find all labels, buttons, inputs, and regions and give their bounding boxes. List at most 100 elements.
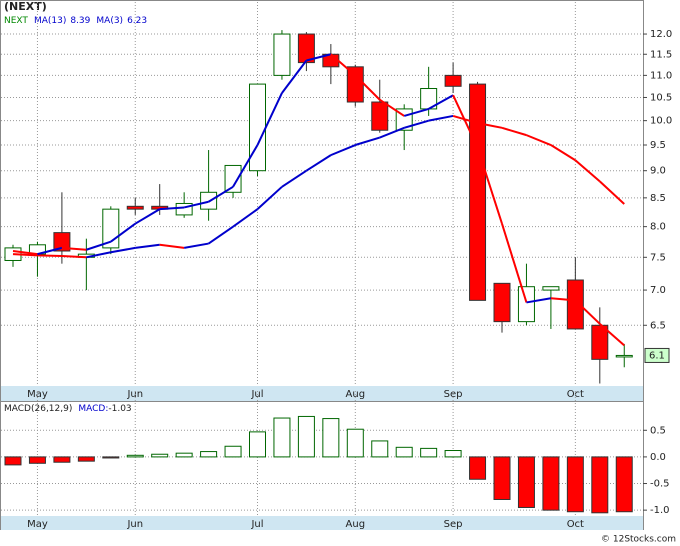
ma-line-segment: [281, 59, 308, 94]
ma-line-segment: [159, 206, 185, 211]
y-tick-label: 9.5: [650, 140, 666, 151]
macd-bar: [420, 447, 438, 458]
ma-line-segment: [355, 136, 381, 146]
y-tick-label: 10.0: [650, 116, 672, 127]
ma-line-segment: [305, 154, 332, 172]
y-tick-label: 0.5: [650, 425, 666, 436]
y-tick-label: 6.5: [650, 320, 666, 331]
macd-bar: [517, 456, 535, 508]
candle-body: [297, 33, 315, 64]
y-tick-label: 8.5: [650, 193, 666, 204]
candle-body: [542, 286, 560, 291]
candle-body: [126, 205, 144, 210]
y-tick-label: -1.0: [650, 505, 670, 516]
candle-body: [249, 83, 266, 172]
macd-bar: [566, 456, 584, 513]
y-tick-label: 11.5: [650, 49, 672, 60]
legend: NEXT MA(13) 8.39 MA(3) 6.23: [4, 16, 147, 26]
macd-bar: [77, 456, 95, 462]
macd-legend: MACD(26,12,9) MACD:-1.03: [4, 404, 132, 414]
ma-line-segment: [477, 122, 503, 129]
last-price-box: [644, 347, 670, 363]
ma-line-segment: [428, 94, 454, 110]
macd-bar: [102, 456, 120, 459]
macd-bar: [615, 456, 633, 513]
ma-line-segment: [281, 169, 307, 188]
x-tick-label: May: [27, 519, 48, 530]
y-tick-label: 8.0: [650, 222, 666, 233]
ma-line-segment: [526, 297, 552, 304]
y-tick-label: 11.0: [650, 70, 672, 81]
macd-bar: [151, 453, 169, 458]
ma-line-segment: [134, 208, 161, 225]
price-x-axis: [1, 386, 643, 401]
macd-bar: [591, 456, 609, 514]
ma-line-segment: [208, 225, 234, 245]
ma-line-segment: [86, 240, 112, 251]
ma-line-segment: [110, 246, 136, 254]
macd-bar: [444, 450, 462, 458]
ma-line-segment: [428, 114, 454, 122]
ma-line-segment: [550, 297, 576, 302]
macd-bar: [175, 452, 193, 458]
ma-line-segment: [12, 250, 38, 256]
macd-panel: [0, 401, 644, 530]
x-tick-label: Jun: [126, 519, 143, 530]
ma-line-segment: [183, 200, 209, 209]
macd-bar: [126, 454, 144, 458]
ma-line-segment: [599, 180, 625, 205]
macd-bar: [371, 440, 389, 458]
candle-body: [371, 101, 389, 131]
candle-body: [493, 282, 511, 323]
ma-line-segment: [501, 126, 527, 137]
ma-line-segment: [256, 186, 283, 210]
macd-bar: [322, 418, 340, 458]
candle-body: [175, 202, 193, 216]
candle-body: [273, 33, 291, 76]
ma-line-segment: [403, 107, 429, 117]
ma-line-segment: [379, 126, 405, 139]
ma-line-segment: [232, 208, 259, 228]
y-tick-label: 0.0: [650, 452, 666, 463]
x-tick-label: Oct: [567, 519, 584, 530]
ma-line-segment: [403, 119, 429, 129]
macd-bar: [297, 415, 315, 458]
ma-line-segment: [599, 323, 625, 347]
candle-body: [346, 66, 364, 103]
ma-line-segment: [37, 246, 63, 256]
ma-line-segment: [330, 53, 356, 77]
macd-bar: [542, 456, 560, 511]
ma-line-segment: [550, 144, 576, 162]
ma-line-segment: [110, 222, 136, 243]
y-tick-label: -0.5: [650, 479, 670, 490]
ma-line-segment: [574, 299, 601, 325]
candle-body: [591, 324, 609, 360]
macd-x-axis: [1, 516, 643, 530]
macd-bar: [273, 417, 291, 458]
ma-line-segment: [452, 94, 479, 148]
ma-line-segment: [354, 74, 381, 101]
ma-line-segment: [476, 147, 503, 224]
ma-line-segment: [159, 243, 185, 249]
y-tick-label: 7.5: [650, 252, 666, 263]
footer: © 12Stocks.com: [601, 535, 676, 545]
candle-body: [224, 164, 242, 193]
candle-body: [566, 279, 584, 330]
ma-line-segment: [12, 253, 38, 257]
ma-line-segment: [232, 144, 259, 188]
macd-bar: [493, 456, 511, 500]
macd-bar: [249, 431, 266, 458]
ma-line-segment: [183, 242, 209, 249]
chart-title: (NEXT): [4, 0, 47, 13]
ma-line-segment: [256, 92, 283, 146]
y-tick-label: 7.0: [650, 285, 666, 296]
ma-line-segment: [379, 98, 405, 117]
macd-bar: [224, 445, 242, 458]
x-tick-label: Sep: [444, 519, 463, 530]
ma-line-segment: [135, 243, 160, 249]
ma-line-segment: [208, 185, 234, 203]
ma-line-segment: [86, 251, 112, 259]
macd-bar: [346, 428, 364, 458]
candle-body: [517, 286, 535, 323]
